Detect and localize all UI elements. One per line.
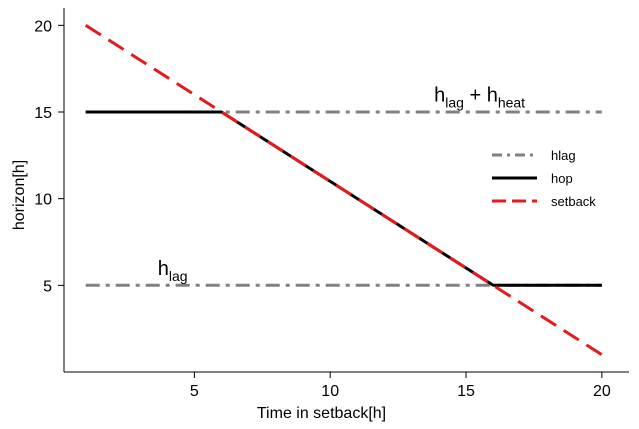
legend-label-hlag: hlag xyxy=(551,148,576,163)
x-tick-label: 10 xyxy=(321,383,339,400)
y-tick-label: 20 xyxy=(34,18,52,35)
plot-lines xyxy=(84,24,603,356)
y-tick-label: 5 xyxy=(43,278,52,295)
x-tick-label: 5 xyxy=(190,383,199,400)
y-axis-title: horizon[h] xyxy=(11,160,28,230)
axes: 5 10 15 20 5 10 15 20 Time in setback[h] horizon[… xyxy=(11,8,629,422)
annotation-2: hlag + hheat xyxy=(434,85,525,111)
x-axis-title: Time in setback[h] xyxy=(257,405,386,422)
annotations: hlag hlag + hheat xyxy=(158,85,525,284)
x-tick-label: 15 xyxy=(457,383,475,400)
y-tick-label: 15 xyxy=(34,105,52,122)
legend-label-setback: setback xyxy=(551,194,596,209)
series-line-setback xyxy=(84,24,603,356)
x-tick-label: 20 xyxy=(593,383,611,400)
annotation-1: hlag xyxy=(158,258,188,284)
y-tick-label: 10 xyxy=(34,192,52,209)
legend: hlag hop setback xyxy=(492,148,596,209)
legend-label-hop: hop xyxy=(551,171,573,186)
series-line-hop xyxy=(85,110,602,287)
